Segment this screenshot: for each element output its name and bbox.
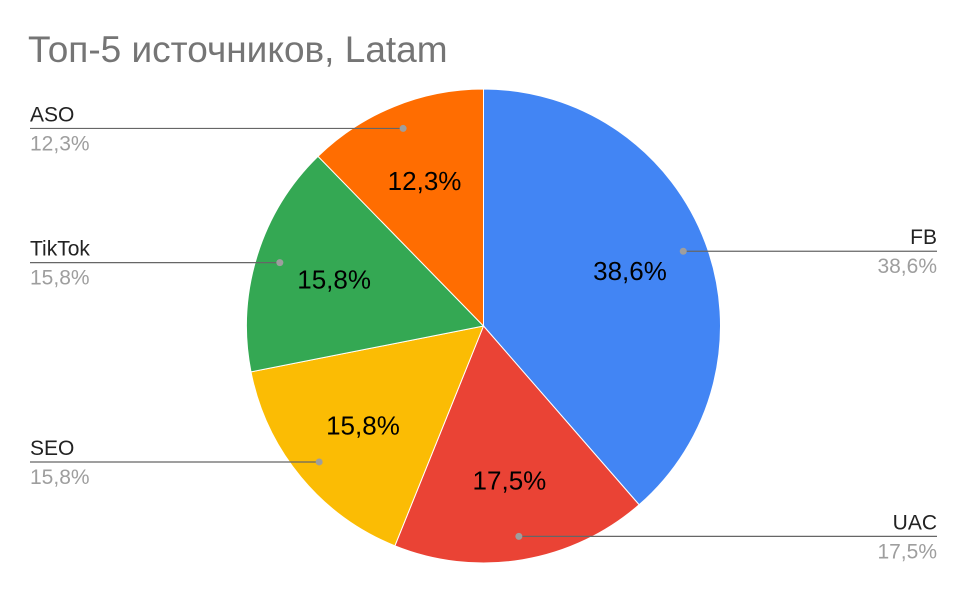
callout-name-uac: UAC [893, 511, 937, 534]
chart-title: Топ-5 источников, Latam [28, 29, 448, 70]
callout-value-tiktok: 15,8% [30, 267, 90, 290]
callout-value-aso: 12,3% [30, 132, 90, 155]
callout-name-seo: SEO [30, 437, 74, 460]
callouts-layer: FB 38,6% UAC 17,5% SEO 15,8% TikTok 15,8% ASO 12,… [30, 103, 937, 563]
slice-label-uac: 17,5% [473, 465, 547, 495]
slice-label-seo: 15,8% [326, 411, 400, 441]
callout-value-fb: 38,6% [877, 255, 937, 278]
slice-label-fb: 38,6% [593, 256, 667, 286]
callout-name-fb: FB [910, 226, 937, 249]
pie-slice-fb [483, 88, 721, 506]
pie-slice-tiktok [246, 155, 485, 373]
slices-layer [246, 88, 721, 564]
callout-dot-seo [315, 458, 323, 466]
callout-dot-tiktok [276, 259, 284, 267]
callout-name-tiktok: TikTok [30, 238, 90, 261]
callout-dot-aso [399, 124, 407, 132]
slice-label-aso: 12,3% [388, 166, 462, 196]
slice-label-tiktok: 15,8% [297, 265, 371, 295]
callout-dot-fb [679, 247, 687, 255]
callout-value-seo: 15,8% [30, 466, 90, 489]
pie-slice-aso [317, 88, 484, 328]
inner-labels-layer: 38,6% 17,5% 15,8% 15,8% 12,3% [297, 166, 667, 495]
callout-value-uac: 17,5% [877, 540, 937, 563]
pie-slice-seo [250, 325, 485, 547]
callout-name-aso: ASO [30, 103, 74, 126]
pie-slice-uac [394, 325, 640, 564]
callout-dot-uac [515, 532, 523, 540]
